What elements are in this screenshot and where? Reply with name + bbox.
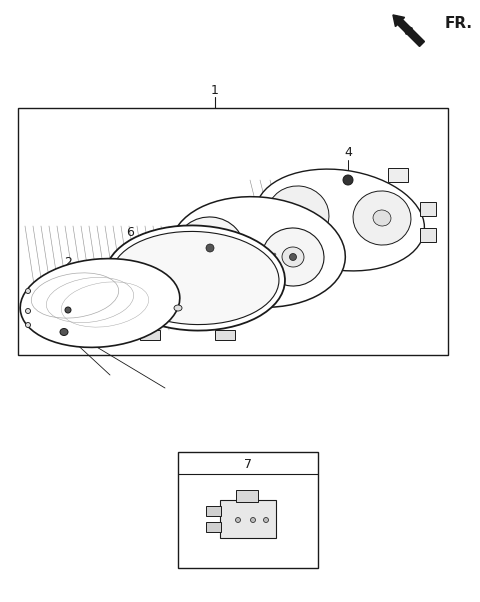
Ellipse shape <box>111 231 279 324</box>
Ellipse shape <box>343 175 353 185</box>
Ellipse shape <box>105 225 285 330</box>
Text: 3: 3 <box>52 294 60 308</box>
Bar <box>220 500 276 538</box>
Ellipse shape <box>264 518 268 523</box>
Bar <box>215 330 235 340</box>
Ellipse shape <box>176 217 244 279</box>
Text: 7: 7 <box>244 458 252 471</box>
Text: 5: 5 <box>32 321 40 335</box>
Ellipse shape <box>255 169 424 271</box>
Bar <box>420 202 436 216</box>
Ellipse shape <box>25 288 31 294</box>
Ellipse shape <box>174 305 182 311</box>
Ellipse shape <box>289 253 297 261</box>
Text: 2: 2 <box>64 256 72 270</box>
Ellipse shape <box>198 237 222 259</box>
Ellipse shape <box>251 518 255 523</box>
Ellipse shape <box>25 323 31 327</box>
Bar <box>236 490 258 502</box>
Text: FR.: FR. <box>445 16 473 31</box>
Ellipse shape <box>60 329 68 335</box>
Ellipse shape <box>171 197 345 307</box>
Bar <box>388 168 408 182</box>
Ellipse shape <box>373 210 391 226</box>
Ellipse shape <box>282 247 304 267</box>
Ellipse shape <box>206 244 214 252</box>
Ellipse shape <box>267 186 329 244</box>
Ellipse shape <box>236 518 240 523</box>
Bar <box>420 228 436 242</box>
Bar <box>140 330 160 340</box>
Bar <box>178 452 318 568</box>
Bar <box>18 108 448 355</box>
Text: 6: 6 <box>126 226 134 240</box>
Bar <box>206 506 221 516</box>
FancyArrow shape <box>393 15 424 46</box>
Text: 1: 1 <box>211 84 219 96</box>
Ellipse shape <box>25 308 31 314</box>
Ellipse shape <box>262 228 324 286</box>
Bar <box>206 522 221 532</box>
Ellipse shape <box>20 259 180 347</box>
Ellipse shape <box>65 307 71 313</box>
Ellipse shape <box>288 206 308 224</box>
Ellipse shape <box>353 191 411 245</box>
Text: 4: 4 <box>344 146 352 160</box>
